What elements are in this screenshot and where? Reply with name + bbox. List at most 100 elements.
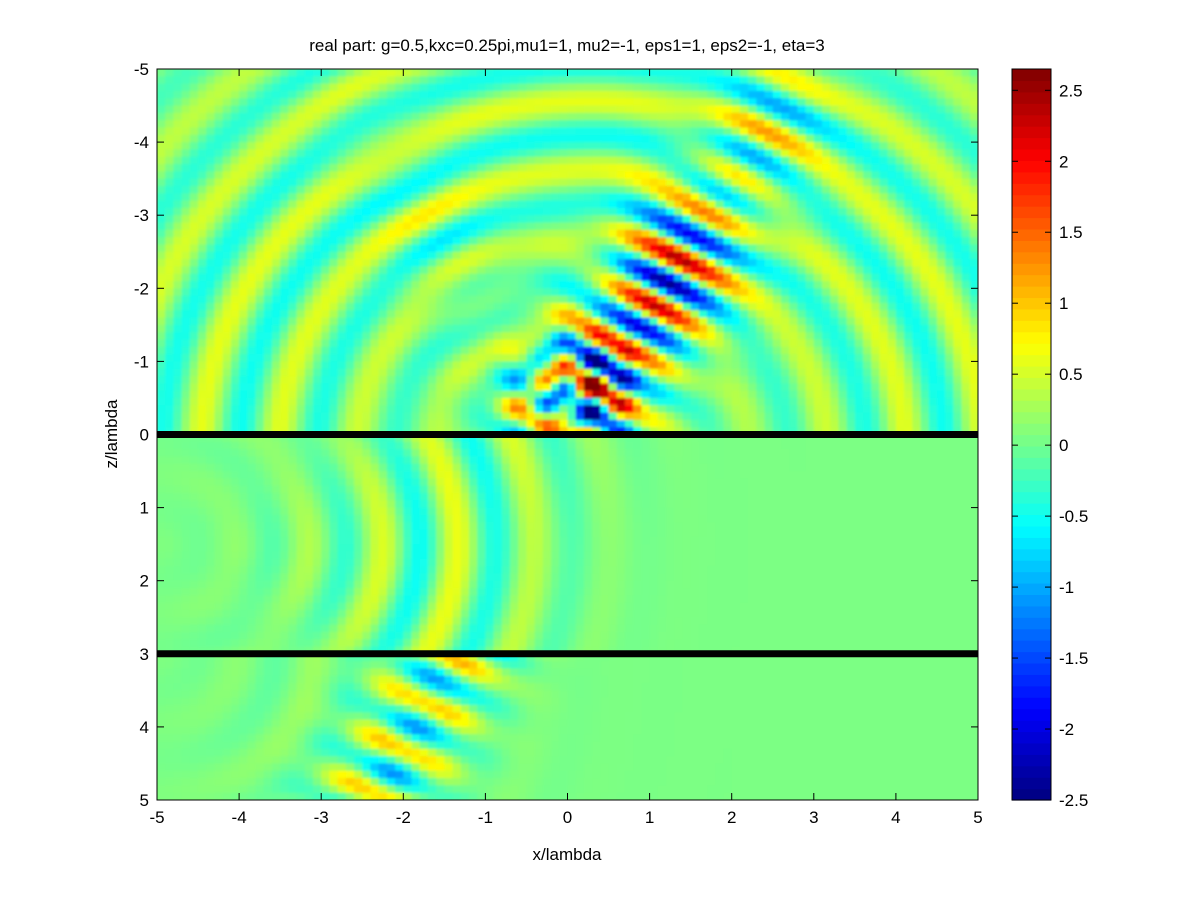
heatmap-cell [354, 354, 363, 362]
heatmap-cell [411, 324, 421, 333]
heatmap-cell [173, 397, 183, 406]
heatmap-cell [222, 76, 232, 85]
heatmap-cell [715, 112, 725, 121]
heatmap-cell [674, 302, 684, 311]
heatmap-cell [707, 222, 716, 231]
heatmap-cell [789, 251, 798, 260]
heatmap-cell [657, 339, 667, 348]
heatmap-cell [559, 383, 569, 392]
heatmap-cell [247, 229, 257, 238]
heatmap-cell [362, 397, 372, 406]
heatmap-cell [427, 324, 437, 333]
heatmap-cell [157, 229, 166, 238]
heatmap-cell [157, 171, 166, 180]
heatmap-cell [739, 215, 749, 224]
heatmap-cell [321, 383, 331, 392]
heatmap-cell [567, 76, 577, 85]
heatmap-cell [797, 164, 807, 172]
heatmap-cell [312, 368, 322, 377]
heatmap-cell [510, 164, 519, 172]
heatmap-cell [239, 185, 248, 194]
heatmap-cell [157, 200, 166, 209]
heatmap-cell [395, 90, 404, 99]
heatmap-cell [657, 237, 667, 246]
heatmap-cell [452, 112, 462, 121]
heatmap-cell [887, 376, 897, 384]
heatmap-cell [838, 90, 848, 99]
heatmap-cell [206, 164, 216, 172]
heatmap-cell [575, 120, 585, 129]
heatmap-cell [657, 397, 667, 406]
heatmap-cell [592, 120, 601, 129]
heatmap-cell [329, 142, 339, 151]
heatmap-cell [682, 237, 692, 246]
heatmap-cell [772, 164, 782, 172]
heatmap-cell [271, 98, 281, 107]
heatmap-cell [633, 412, 642, 421]
heatmap-cell [879, 76, 889, 85]
heatmap-cell [271, 280, 281, 289]
heatmap-cell [567, 266, 577, 275]
heatmap-cell [715, 207, 725, 216]
heatmap-cell [165, 346, 175, 355]
heatmap-cell [567, 193, 577, 202]
heatmap-cell [739, 83, 749, 92]
heatmap-cell [468, 397, 478, 406]
heatmap-cell [198, 317, 207, 326]
heatmap-cell [288, 69, 298, 77]
heatmap-cell [674, 193, 684, 202]
heatmap-cell [723, 273, 733, 282]
heatmap-cell [682, 339, 692, 348]
heatmap-cell [936, 193, 946, 202]
heatmap-cell [748, 112, 757, 121]
heatmap-cell [764, 112, 774, 121]
heatmap-cell [928, 200, 938, 209]
heatmap-cell [427, 397, 437, 406]
heatmap-cell [551, 419, 560, 428]
heatmap-cell [797, 127, 807, 136]
heatmap-cell [526, 383, 536, 392]
heatmap-cell [920, 83, 930, 92]
heatmap-cell [871, 251, 881, 260]
heatmap-cell [846, 237, 856, 246]
heatmap-cell [887, 171, 897, 180]
heatmap-cell [649, 178, 659, 187]
heatmap-cell [271, 405, 281, 414]
heatmap-cell [969, 280, 978, 289]
heatmap-cell [936, 215, 946, 224]
heatmap-cell [518, 237, 528, 246]
heatmap-cell [329, 412, 339, 421]
heatmap-cell [444, 127, 454, 136]
heatmap-cell [329, 105, 339, 114]
heatmap-cell [411, 397, 421, 406]
heatmap-cell [600, 98, 610, 107]
heatmap-cell [772, 105, 782, 114]
heatmap-cell [551, 237, 560, 246]
heatmap-cell [698, 288, 708, 297]
heatmap-cell [386, 98, 396, 107]
heatmap-cell [633, 222, 642, 231]
heatmap-cell [436, 120, 445, 129]
heatmap-cell [756, 339, 766, 348]
heatmap-cell [321, 105, 331, 114]
heatmap-cell [928, 156, 938, 165]
heatmap-cell [969, 207, 978, 216]
heatmap-cell [748, 383, 757, 392]
heatmap-cell [411, 83, 421, 92]
heatmap-cell [329, 273, 339, 282]
heatmap-cell [518, 112, 528, 121]
heatmap-cell [608, 229, 618, 238]
heatmap-cell [682, 266, 692, 275]
heatmap-cell [666, 266, 675, 275]
heatmap-cell [698, 105, 708, 114]
heatmap-cell [485, 193, 495, 202]
heatmap-cell [312, 302, 322, 311]
heatmap-cell [945, 280, 954, 289]
heatmap-cell [895, 390, 905, 399]
heatmap-cell [887, 332, 897, 341]
heatmap-cell [551, 178, 560, 187]
heatmap-cell [518, 76, 528, 85]
heatmap-cell [780, 207, 790, 216]
heatmap-cell [748, 120, 757, 129]
heatmap-cell [846, 397, 856, 406]
